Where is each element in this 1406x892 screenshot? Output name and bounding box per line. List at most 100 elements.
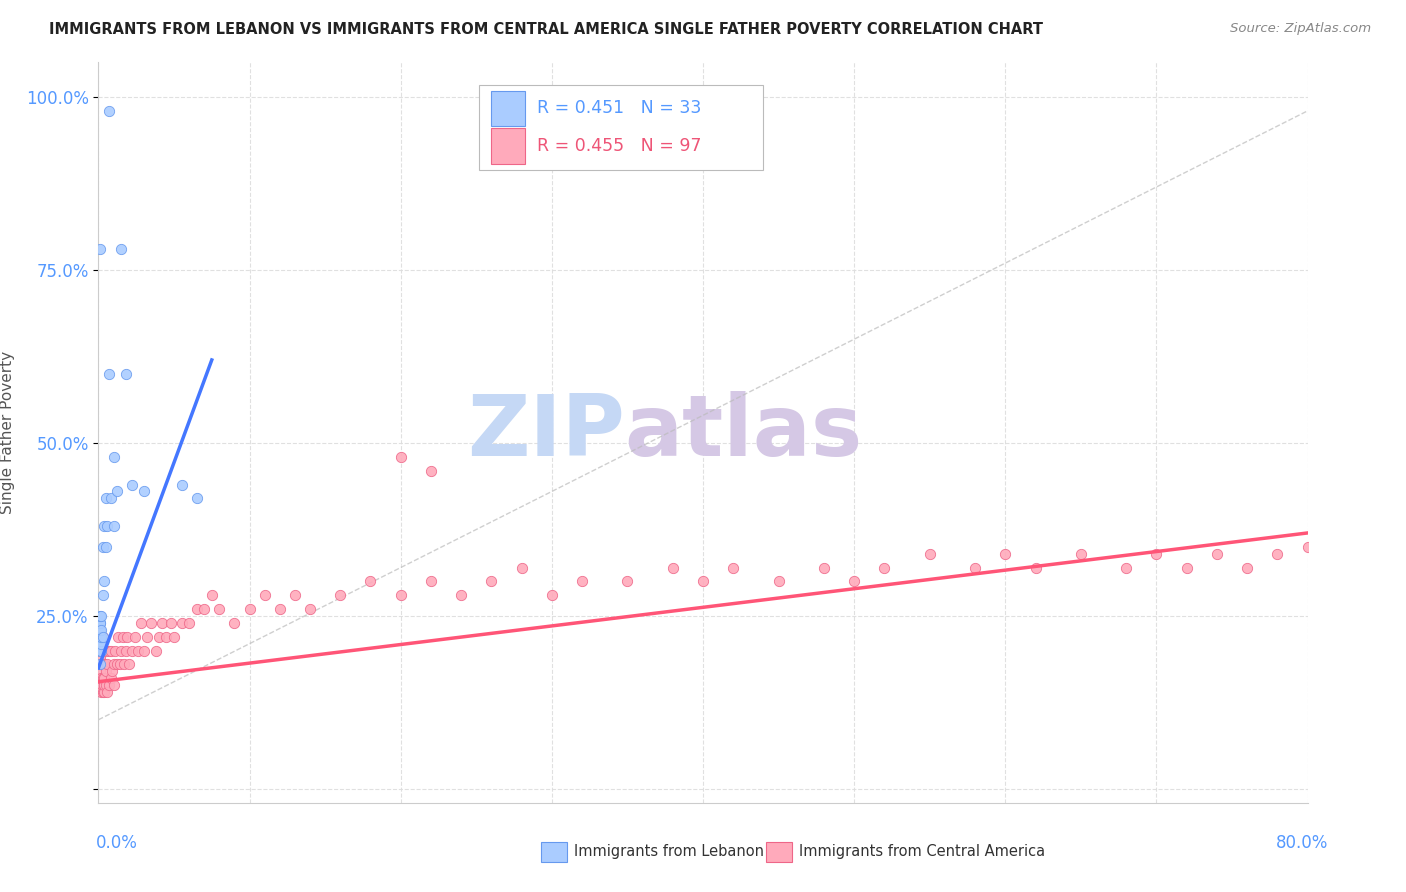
Point xyxy=(94,540,117,554)
Point xyxy=(91,630,114,644)
Point xyxy=(91,657,114,672)
Point xyxy=(540,588,562,602)
Point xyxy=(284,588,307,602)
Point xyxy=(160,615,183,630)
Point xyxy=(89,671,111,685)
Y-axis label: Single Father Poverty: Single Father Poverty xyxy=(0,351,14,514)
Point xyxy=(329,588,352,602)
Point xyxy=(94,678,117,692)
Point xyxy=(98,643,121,657)
Point xyxy=(186,602,208,616)
Text: 80.0%: 80.0% xyxy=(1277,834,1329,852)
Text: ZIP: ZIP xyxy=(467,391,624,475)
Point xyxy=(89,643,111,657)
Point xyxy=(389,450,412,464)
Point xyxy=(1296,540,1319,554)
Point xyxy=(90,657,112,672)
Point xyxy=(1115,560,1137,574)
Point xyxy=(98,103,121,118)
Point xyxy=(1144,547,1167,561)
Point xyxy=(112,657,135,672)
Point xyxy=(90,643,112,657)
Point xyxy=(94,643,117,657)
Text: R = 0.451   N = 33: R = 0.451 N = 33 xyxy=(537,100,702,118)
Point xyxy=(201,588,224,602)
Point xyxy=(692,574,714,589)
Point xyxy=(420,464,443,478)
Point xyxy=(103,519,125,533)
Point xyxy=(96,519,118,533)
Point xyxy=(1024,560,1046,574)
Point xyxy=(90,643,112,657)
Point xyxy=(89,637,111,651)
Point xyxy=(965,560,987,574)
Point xyxy=(208,602,231,616)
Text: Source: ZipAtlas.com: Source: ZipAtlas.com xyxy=(1230,22,1371,36)
Point xyxy=(110,242,132,256)
Point xyxy=(90,685,112,699)
Point xyxy=(1267,547,1289,561)
Point xyxy=(98,678,121,692)
Point xyxy=(121,643,143,657)
Point xyxy=(89,630,111,644)
Point xyxy=(96,657,118,672)
Point xyxy=(873,560,896,574)
Point xyxy=(994,547,1017,561)
Point xyxy=(768,574,790,589)
FancyBboxPatch shape xyxy=(479,85,763,169)
Point xyxy=(224,615,246,630)
Point xyxy=(91,540,114,554)
Point xyxy=(1206,547,1229,561)
Point xyxy=(121,477,143,491)
Point xyxy=(98,367,121,381)
Text: Immigrants from Central America: Immigrants from Central America xyxy=(799,845,1045,859)
Point xyxy=(132,484,155,499)
Point xyxy=(389,588,412,602)
Point xyxy=(90,671,112,685)
Point xyxy=(124,630,146,644)
Point xyxy=(91,685,114,699)
Point xyxy=(91,671,114,685)
Point xyxy=(89,657,111,672)
Point xyxy=(163,630,186,644)
Point xyxy=(89,630,111,644)
Point xyxy=(186,491,208,506)
Point xyxy=(89,623,111,637)
Point xyxy=(89,665,111,679)
Point xyxy=(103,450,125,464)
Point xyxy=(1175,560,1198,574)
Point xyxy=(135,630,157,644)
Text: R = 0.455   N = 97: R = 0.455 N = 97 xyxy=(537,137,702,155)
Point xyxy=(616,574,638,589)
Point xyxy=(420,574,443,589)
Point xyxy=(111,630,134,644)
Point xyxy=(90,630,112,644)
Text: Immigrants from Lebanon: Immigrants from Lebanon xyxy=(574,845,763,859)
FancyBboxPatch shape xyxy=(492,128,526,164)
Point xyxy=(103,657,125,672)
Point xyxy=(141,615,163,630)
Point xyxy=(110,643,132,657)
FancyBboxPatch shape xyxy=(492,91,526,127)
Text: atlas: atlas xyxy=(624,391,863,475)
Point xyxy=(89,657,111,672)
Point xyxy=(118,657,141,672)
Point xyxy=(193,602,215,616)
Point xyxy=(89,643,111,657)
Point xyxy=(90,609,112,624)
Point xyxy=(89,615,111,630)
Point xyxy=(100,643,122,657)
Point xyxy=(170,477,193,491)
Point xyxy=(155,630,177,644)
Point xyxy=(179,615,201,630)
Point xyxy=(450,588,472,602)
Point xyxy=(89,609,111,624)
Point xyxy=(93,574,115,589)
Point xyxy=(481,574,503,589)
Text: 0.0%: 0.0% xyxy=(96,834,138,852)
Point xyxy=(723,560,745,574)
Point xyxy=(108,657,131,672)
Point xyxy=(90,637,112,651)
Point xyxy=(299,602,322,616)
Point xyxy=(510,560,533,574)
